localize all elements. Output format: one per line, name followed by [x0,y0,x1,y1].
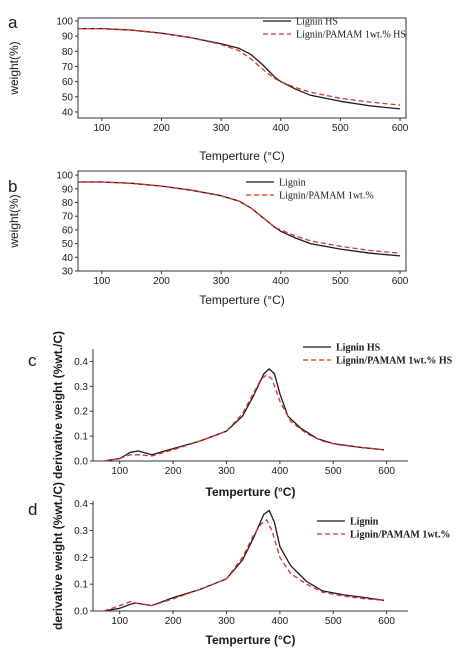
y-tick-label: 30 [62,267,74,278]
y-tick-label: 0.2 [74,407,88,418]
legend-entry: Lignin/PAMAM 1wt.% [279,191,374,202]
y-tick-label: 80 [62,47,74,58]
x-tick-label: 200 [165,616,182,627]
y-tick-label: 50 [62,92,74,103]
x-tick-label: 600 [378,466,395,477]
legend-entry: Lignin/PAMAM 1wt.% HS [336,356,453,367]
y-tick-label: 0.3 [74,526,88,537]
y-tick-label: 100 [56,17,73,28]
x-tick-label: 600 [392,123,409,134]
x-axis-label: Temperture (°C) [199,293,284,307]
x-tick-label: 300 [213,123,230,134]
y-tick-label: 100 [56,171,73,182]
panel-a: a 100 200 300 400 500 600 40 50 60 70 80 90 100 Temper… [7,13,409,163]
y-tick-label: 40 [62,253,74,264]
panel-b: b 100 200 300 400 500 600 30 40 50 60 70 80 90 100 Temp… [7,170,409,307]
series-line-1 [78,27,401,110]
y-axis-label: derivative weight (%wt./C) [51,482,65,630]
x-tick-label: 400 [272,276,289,287]
x-tick-label: 200 [153,276,170,287]
x-tick-label: 600 [392,276,409,287]
x-tick-label: 100 [111,616,128,627]
legend-entry: Lignin [350,517,379,528]
x-axis-label: Temperture (°C) [199,149,284,163]
panel-letter-d: d [28,500,37,519]
y-tick-label: 90 [62,32,74,43]
legend-entry: Lignin/PAMAM 1wt.% HS [296,30,406,41]
panel-d: d 100 200 300 400 500 600 0.0 0.1 0.2 0.3 0.4 Temper… [28,482,450,647]
series-line-2 [78,181,401,254]
y-tick-label: 60 [62,77,74,88]
y-axis-label: derivative weight (%wt./C) [51,331,65,479]
x-tick-label: 600 [378,616,395,627]
x-tick-label: 100 [111,466,128,477]
series-line-2 [78,27,401,106]
plot-frame [77,170,407,272]
x-tick-label: 400 [272,123,289,134]
plot-frame [77,17,407,119]
x-tick-label: 400 [272,466,289,477]
x-tick-label: 500 [325,466,342,477]
y-tick-label: 0.0 [74,457,88,468]
x-tick-label: 300 [218,466,235,477]
y-tick-label: 50 [62,239,74,250]
y-tick-label: 70 [62,62,74,73]
x-tick-label: 500 [332,123,349,134]
legend-entry: Lignin HS [336,343,381,354]
x-tick-label: 100 [94,276,111,287]
series-line-2 [103,519,385,612]
y-tick-label: 0.4 [74,499,88,510]
y-tick-label: 60 [62,225,74,236]
y-tick-label: 0.2 [74,553,88,564]
panel-letter-b: b [8,177,17,196]
x-tick-label: 300 [213,276,230,287]
x-tick-label: 200 [165,466,182,477]
legend-entry: Lignin/PAMAM 1wt.% [350,530,450,541]
y-tick-label: 40 [62,107,74,118]
y-axis-label: weight(%) [7,41,21,95]
x-tick-label: 300 [218,616,235,627]
x-tick-label: 500 [332,276,349,287]
x-axis-label: Temperture (°C) [206,485,296,499]
panel-letter-c: c [28,351,37,370]
legend-entry: Lignin [279,178,306,189]
y-tick-label: 0.1 [74,432,88,443]
y-tick-label: 90 [62,184,74,195]
x-tick-label: 100 [94,123,111,134]
y-tick-label: 70 [62,212,74,223]
legend-entry: Lignin HS [296,17,338,28]
x-tick-label: 500 [325,616,342,627]
series-line-2 [103,374,385,462]
x-axis-label: Temperture (°C) [206,633,296,647]
series-line-1 [103,509,385,612]
y-tick-label: 0.4 [74,357,88,368]
y-tick-label: 0.3 [74,382,88,393]
series-line-1 [103,368,385,462]
x-tick-label: 200 [153,123,170,134]
panel-letter-a: a [8,13,18,32]
y-tick-label: 0.0 [74,607,88,618]
y-tick-label: 80 [62,198,74,209]
y-axis-label: weight(%) [7,194,21,248]
x-tick-label: 400 [272,616,289,627]
panel-c: c 100 200 300 400 500 600 0.0 0.1 0.2 0.3 0.4 Temper… [28,331,453,499]
y-tick-label: 0.1 [74,580,88,591]
